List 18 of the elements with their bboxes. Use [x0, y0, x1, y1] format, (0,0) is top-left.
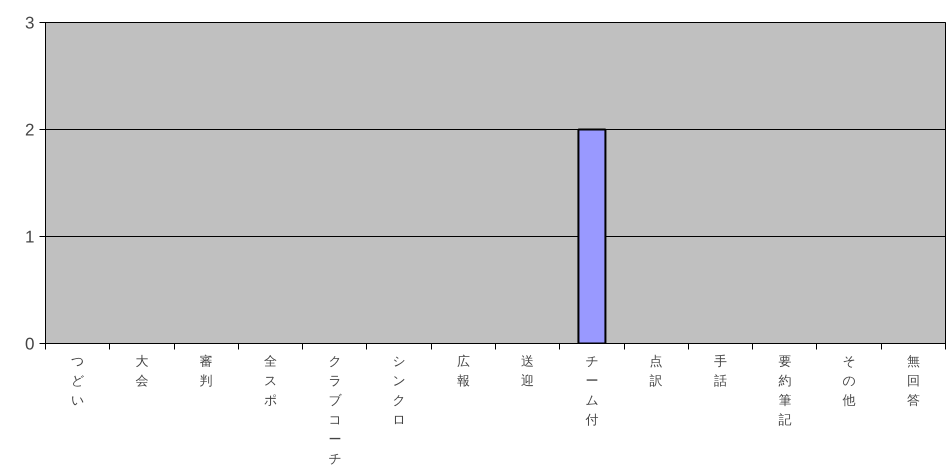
x-tick-label: 全スポ: [264, 354, 277, 408]
x-tick-label: 審判: [200, 354, 213, 389]
y-tick-label: 1: [25, 228, 35, 246]
x-tick-label: クラブコーチ: [328, 354, 342, 467]
y-tick-label: 0: [25, 334, 35, 354]
x-tick-label: シンクロ: [392, 354, 406, 428]
x-tick-label: 大会: [135, 354, 148, 389]
x-tick-label: 要約筆記: [778, 354, 792, 428]
y-tick-label: 2: [25, 120, 35, 140]
x-tick-label: 送迎: [521, 354, 534, 389]
x-tick-label: その他: [842, 354, 856, 408]
y-tick-label: 3: [25, 14, 35, 32]
x-tick-label: つどい: [71, 354, 84, 408]
x-tick-label: 点訳: [650, 354, 663, 389]
x-tick-label: 無回答: [906, 354, 920, 408]
x-tick-label: チーム付: [584, 354, 598, 428]
x-tick-label: 広報: [456, 354, 470, 389]
x-tick-label: 手話: [714, 354, 727, 389]
